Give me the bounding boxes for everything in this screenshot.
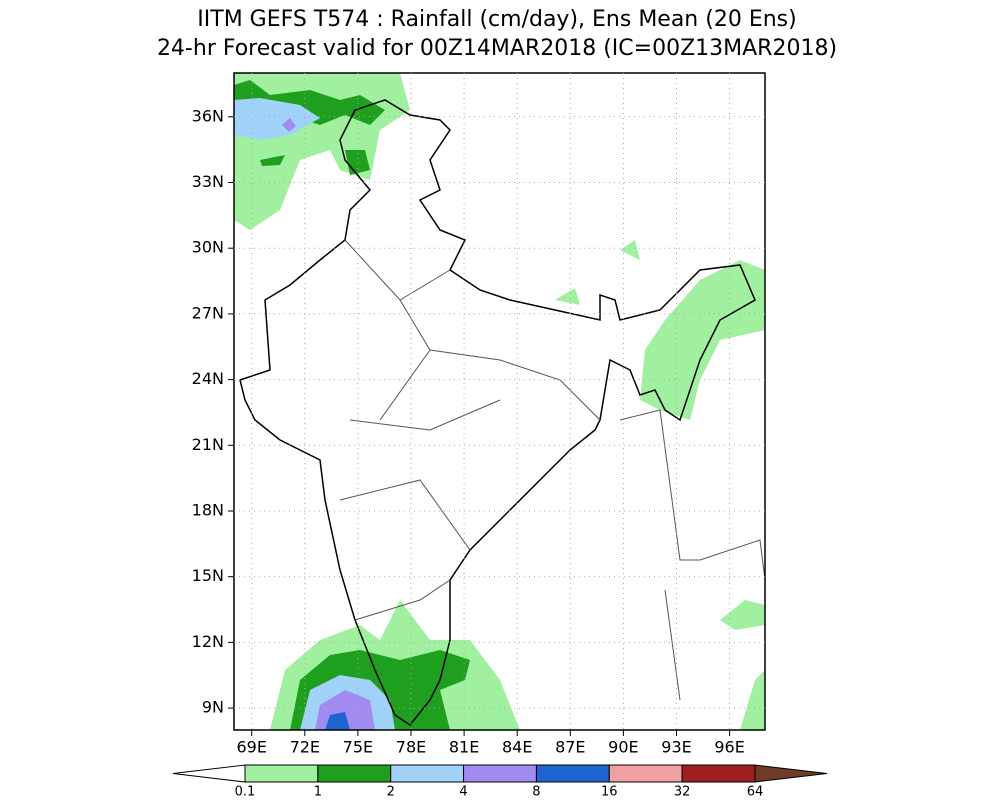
- x-tick-label: 69E: [236, 738, 266, 757]
- x-tick-label: 72E: [290, 738, 320, 757]
- rain-area: [345, 150, 370, 175]
- colorbar-box: [608, 764, 683, 783]
- y-tick-label: 12N: [192, 632, 224, 651]
- colorbar-label: 16: [601, 785, 618, 800]
- colorbar-label: 8: [532, 785, 540, 800]
- colorbar-box: [535, 764, 610, 783]
- y-tick-label: 30N: [192, 238, 224, 257]
- y-tick-label: 21N: [192, 435, 224, 454]
- y-tick-label: 33N: [192, 172, 224, 191]
- colorbar-label: 1: [314, 785, 322, 800]
- y-tick-label: 27N: [192, 303, 224, 322]
- colorbar-box: [681, 764, 756, 783]
- rain-area: [282, 118, 296, 132]
- rain-area: [260, 155, 285, 166]
- map-frame: [233, 72, 766, 731]
- colorbar-box: [463, 764, 537, 783]
- colorbar-box: [390, 764, 465, 783]
- country-outline: [239, 99, 756, 727]
- x-tick-label: 84E: [502, 738, 532, 757]
- colorbar-box: [317, 764, 392, 783]
- colorbar-label: 32: [674, 785, 691, 800]
- colorbar-label: 4: [459, 785, 467, 800]
- x-tick-label: 96E: [714, 738, 744, 757]
- y-tick-label: 36N: [192, 106, 224, 125]
- y-tick-label: 18N: [192, 501, 224, 520]
- x-tick-label: 87E: [555, 738, 585, 757]
- title-line: IITM GEFS T574 : Rainfall (cm/day), Ens …: [197, 7, 796, 32]
- x-tick-label: 78E: [396, 738, 426, 757]
- x-tick-label: 75E: [343, 738, 373, 757]
- colorbar-label: 2: [387, 785, 395, 800]
- colorbar-under: [172, 764, 246, 783]
- rain-area: [325, 712, 350, 730]
- y-tick-label: 15N: [192, 566, 224, 585]
- x-tick-label: 93E: [661, 738, 691, 757]
- title-line: 24-hr Forecast valid for 00Z14MAR2018 (I…: [157, 36, 837, 61]
- colorbar-label: 0.1: [235, 785, 256, 800]
- y-tick-label: 24N: [192, 369, 224, 388]
- rain-area: [234, 98, 320, 140]
- rain-area: [640, 260, 765, 420]
- x-tick-label: 90E: [608, 738, 638, 757]
- colorbar-label: 64: [747, 785, 764, 800]
- colorbar-over: [754, 764, 828, 783]
- map-area: [233, 72, 766, 731]
- colorbar-box: [244, 764, 319, 783]
- x-tick-label: 81E: [449, 738, 479, 757]
- y-tick-label: 9N: [202, 698, 224, 717]
- border-line: [339, 239, 766, 701]
